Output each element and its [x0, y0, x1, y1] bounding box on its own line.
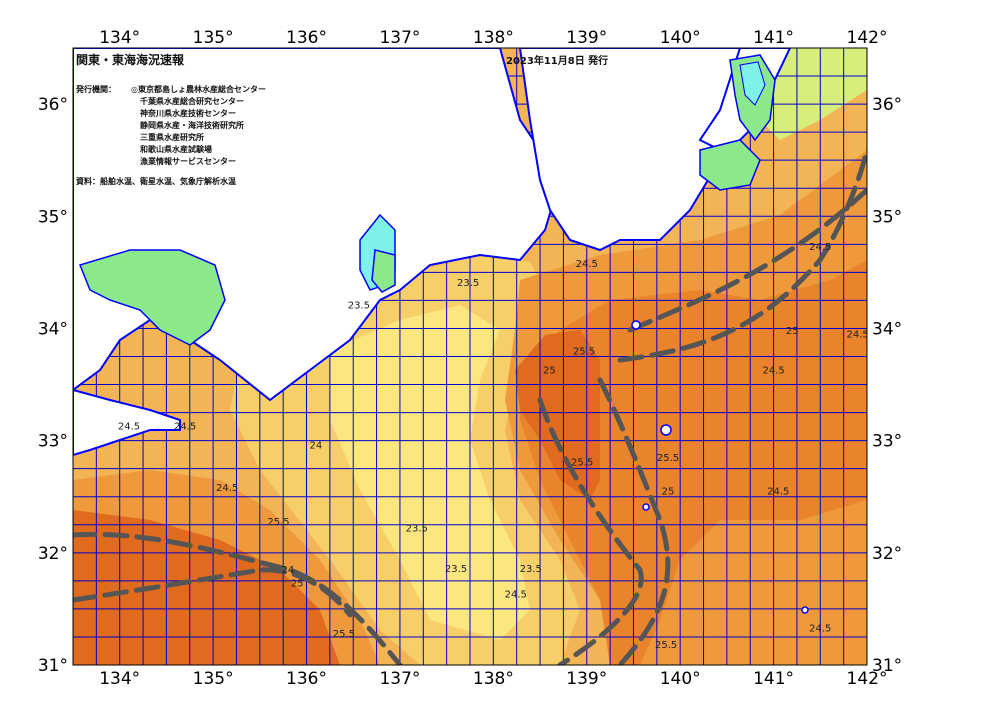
- contour-label: 24.5: [847, 329, 869, 340]
- issuer-item: 和歌山県水産試験場: [140, 144, 212, 154]
- longitude-tick-top: 137°: [379, 28, 420, 48]
- latitude-labels-right: 36° 35° 34° 33° 32° 31°: [872, 95, 902, 676]
- latitude-tick-right: 34°: [872, 319, 902, 339]
- latitude-tick-right: 35°: [872, 207, 902, 227]
- contour-label: 24.5: [767, 486, 789, 497]
- sea-zone-23: [330, 305, 530, 640]
- contour-label: 23.5: [348, 300, 370, 311]
- contour-label: 24.5: [174, 421, 196, 432]
- contour-label: 24: [281, 565, 294, 576]
- latitude-tick-left: 35°: [38, 207, 68, 227]
- contour-label: 24: [310, 440, 323, 451]
- latitude-tick-right: 33°: [872, 432, 902, 452]
- issuers-list: ◎東京都島しょ農林水産総合センター千葉県水産総合研究センター神奈川県水産技術セン…: [131, 84, 266, 166]
- contour-label: 24.5: [809, 623, 831, 634]
- contour-label: 25: [543, 365, 556, 376]
- longitude-tick-top: 140°: [660, 28, 701, 48]
- issuer-item: 静岡県水産・海洋技術研究所: [140, 120, 244, 130]
- longitude-tick-bottom: 142°: [847, 669, 888, 689]
- contour-label: 25: [786, 326, 799, 337]
- island-oshima: [631, 320, 641, 330]
- contour-label: 25.5: [571, 457, 593, 468]
- longitude-labels-bottom: 134° 135° 136° 137° 138° 139° 140° 141° 142°: [99, 669, 887, 689]
- longitude-tick-bottom: 137°: [379, 669, 420, 689]
- longitude-tick-bottom: 139°: [566, 669, 607, 689]
- issuer-item: 神奈川県水産技術センター: [140, 108, 236, 118]
- issuers-label: 発行機関：: [75, 84, 116, 94]
- map-title: 関東・東海海況速報: [76, 52, 185, 67]
- map-frame: [72, 47, 868, 666]
- issuer-item: 千葉県水産総合研究センター: [140, 96, 244, 106]
- contour-label: 23.5: [520, 564, 542, 575]
- shikoku: [73, 388, 181, 457]
- longitude-tick-bottom: 141°: [753, 669, 794, 689]
- latitude-tick-left: 33°: [38, 432, 68, 452]
- latitude-tick-left: 36°: [38, 95, 68, 115]
- island-aogashima: [801, 606, 809, 614]
- contour-label: 23.5: [457, 278, 479, 289]
- contour-label: 24.5: [216, 483, 238, 494]
- latitude-tick-right: 32°: [872, 544, 902, 564]
- contour-label: 25.5: [333, 629, 355, 640]
- latitude-tick-right: 36°: [872, 95, 902, 115]
- longitude-tick-bottom: 135°: [193, 669, 234, 689]
- latitude-tick-left: 32°: [38, 544, 68, 564]
- longitude-tick-top: 141°: [753, 28, 794, 48]
- contour-label: 23.5: [406, 524, 428, 535]
- contour-label: 24.5: [576, 259, 598, 270]
- sea-zone-25-east: [520, 260, 867, 665]
- longitude-tick-bottom: 140°: [660, 669, 701, 689]
- contour-label: 24.5: [505, 590, 527, 601]
- contour-label: 25.5: [657, 453, 679, 464]
- contour-label: 25.5: [573, 346, 595, 357]
- tokyo-bay-inner: [739, 61, 766, 106]
- island-miyake: [660, 424, 672, 436]
- longitude-tick-top: 139°: [566, 28, 607, 48]
- sea-zone-25-5-west: [73, 510, 340, 665]
- latitude-tick-left: 34°: [38, 319, 68, 339]
- islands: [631, 320, 809, 614]
- kuroshio-axis: [73, 147, 867, 665]
- longitude-tick-top: 134°: [99, 28, 140, 48]
- contour-label: 25.5: [267, 517, 289, 528]
- contour-label: 24.5: [809, 242, 831, 253]
- longitude-tick-bottom: 136°: [286, 669, 327, 689]
- longitude-tick-top: 142°: [847, 28, 888, 48]
- sagami-bay: [699, 139, 761, 191]
- sea-zone-cool-north: [760, 48, 867, 140]
- issuer-item: ◎東京都島しょ農林水産総合センター: [131, 84, 266, 94]
- issue-date: 2023年11月8日 発行: [506, 54, 608, 67]
- island-hachijo: [642, 503, 650, 511]
- contour-label: 24.5: [118, 421, 140, 432]
- osaka-bay: [78, 249, 226, 346]
- latitude-tick-left: 31°: [38, 656, 68, 676]
- longitude-labels-top: 134° 135° 136° 137° 138° 139° 140° 141° 142°: [99, 28, 887, 48]
- longitude-tick-top: 138°: [473, 28, 514, 48]
- contour-label: 25.5: [655, 640, 677, 651]
- longitude-tick-bottom: 134°: [99, 669, 140, 689]
- issuer-item: 漁業情報サービスセンター: [140, 156, 236, 166]
- longitude-tick-top: 136°: [286, 28, 327, 48]
- contour-label: 23.5: [445, 564, 467, 575]
- contour-label: 24.5: [762, 365, 784, 376]
- issuer-item: 三重県水産研究所: [140, 132, 204, 142]
- contour-label: 25: [291, 578, 304, 589]
- contour-labels: 23.5 23.5 24 24 23.5 23.5 23.5 24.5 25.5 25 25.5 25…: [118, 242, 869, 651]
- data-source: 資料：船舶水温、衛星水温、気象庁解析水温: [76, 176, 236, 186]
- longitude-tick-top: 135°: [193, 28, 234, 48]
- latitude-tick-right: 31°: [872, 656, 902, 676]
- latitude-labels-left: 36° 35° 34° 33° 32° 31°: [38, 95, 68, 676]
- contour-label: 25: [662, 486, 675, 497]
- ise-bay-outer: [371, 249, 396, 293]
- sea-zone-25-5-east: [515, 330, 600, 500]
- longitude-tick-bottom: 138°: [473, 669, 514, 689]
